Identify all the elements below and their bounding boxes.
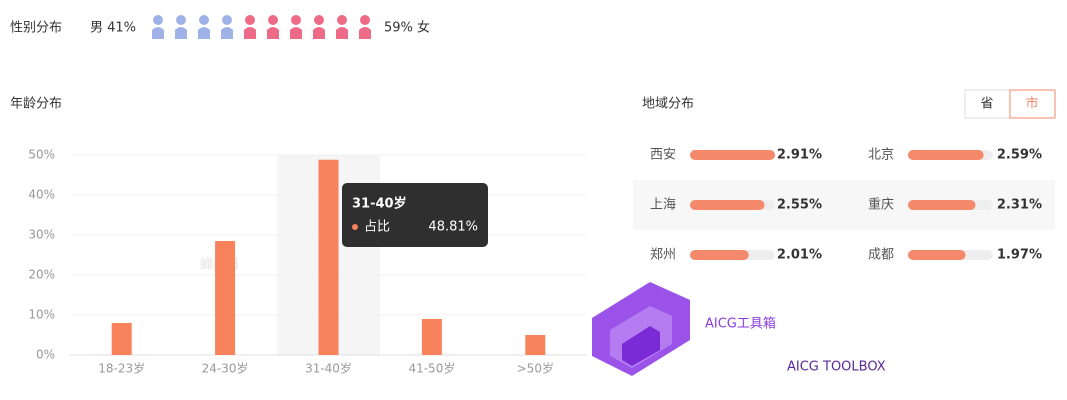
- brand: AICG工具箱: [705, 316, 776, 332]
- person-body: [244, 27, 256, 39]
- female-label: 59% 女: [384, 20, 430, 36]
- plot: 0% 10% 20% 30% 40% 50% 18-23岁 24-30岁 31-40岁 41-50…: [28, 148, 587, 376]
- bar: [525, 335, 546, 355]
- person-head: [360, 15, 370, 25]
- region-title: 地域分布: [642, 97, 694, 112]
- person-head: [314, 15, 324, 25]
- x-tick-label: 41-50岁: [408, 361, 455, 376]
- person-head: [245, 15, 255, 25]
- person-head: [153, 15, 163, 25]
- person-head: [268, 15, 278, 25]
- logo: [622, 326, 660, 366]
- region-value: 1.97%: [997, 248, 1042, 263]
- region-value: 2.59%: [997, 148, 1042, 163]
- region-value: 2.31%: [997, 198, 1042, 213]
- tooltip-title: 31-40岁: [352, 196, 407, 212]
- bar: [318, 159, 339, 355]
- region-bar: [908, 150, 984, 160]
- x-tick-label: >50岁: [517, 361, 554, 376]
- region-bar: [908, 250, 966, 260]
- tooltip-value: 48.81%: [428, 220, 478, 235]
- person-head: [176, 15, 186, 25]
- tab-label[interactable]: 市: [1025, 96, 1038, 112]
- region-value: 2.91%: [777, 148, 822, 163]
- tooltip-label: 占比: [364, 220, 390, 235]
- y-tick-label: 30%: [28, 228, 55, 242]
- person-body: [175, 27, 187, 39]
- x-tick-label: 31-40岁: [305, 361, 352, 376]
- tab[interactable]: [964, 89, 1011, 119]
- region-bar: [908, 200, 976, 210]
- person-body: [267, 27, 279, 39]
- region-name: 上海: [650, 198, 676, 213]
- tab-active[interactable]: [1009, 89, 1056, 119]
- region-name: 重庆: [868, 197, 894, 213]
- region-value: 2.01%: [777, 248, 822, 263]
- y-tick-label: 0%: [36, 348, 55, 362]
- y-tick-label: 50%: [28, 148, 55, 162]
- male-label: 男 41%: [90, 21, 136, 36]
- person-head: [291, 15, 301, 25]
- person-head: [222, 15, 232, 25]
- person-body: [359, 27, 371, 39]
- person-body: [221, 27, 233, 39]
- gender-title: 性别分布: [10, 21, 62, 36]
- region-bar: [690, 200, 765, 210]
- tooltip: 31-40岁 占比 48.81%: [342, 183, 488, 247]
- bar: [421, 319, 442, 355]
- region-name: 西安: [650, 148, 676, 163]
- tooltip-dot: [352, 224, 358, 230]
- tab-label[interactable]: 省: [980, 97, 993, 112]
- region-name: 郑州: [650, 248, 676, 263]
- y-tick-label: 40%: [28, 188, 55, 202]
- region-name: 北京: [868, 148, 894, 163]
- region-bar: [690, 150, 775, 160]
- person-head: [199, 15, 209, 25]
- bar: [111, 323, 132, 355]
- region-bar: [690, 250, 749, 260]
- chart-title: 年龄分布: [10, 97, 62, 112]
- y-tick-label: 20%: [28, 268, 55, 282]
- y-tick-label: 10%: [28, 308, 55, 322]
- person-body: [198, 27, 210, 39]
- x-tick-label: 18-23岁: [98, 361, 145, 376]
- person-body: [336, 27, 348, 39]
- person-body: [313, 27, 325, 39]
- brand-watermark: AICG工具箱 AICG TOOLBOX: [592, 282, 886, 376]
- region-name: 成都: [868, 248, 894, 263]
- tooltip-box: [342, 183, 488, 247]
- person-body: [290, 27, 302, 39]
- region-list: 西安 2.91% 北京 2.59% 上海 2.55% 重庆 2.31% 郑州 2.01% 成都 1.9…: [650, 148, 1042, 263]
- gender-icons: [152, 15, 371, 39]
- person-body: [152, 27, 164, 39]
- x-tick-label: 24-30岁: [202, 361, 249, 376]
- brand-sub: AICG TOOLBOX: [787, 360, 886, 375]
- person-head: [337, 15, 347, 25]
- bar: [215, 241, 236, 355]
- region-value: 2.55%: [777, 198, 822, 213]
